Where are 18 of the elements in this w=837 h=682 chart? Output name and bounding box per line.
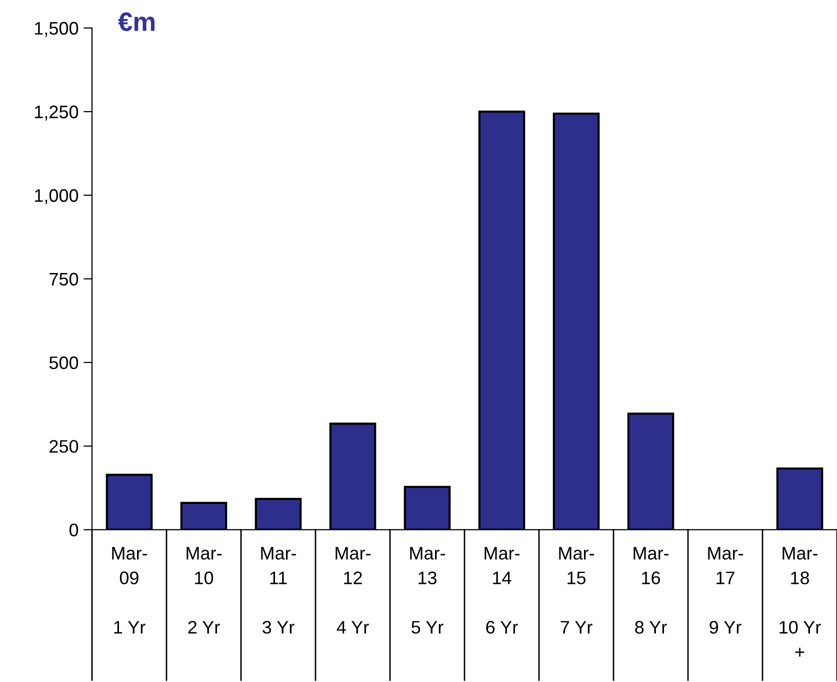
category-label: Mar- 10 2 Yr xyxy=(186,547,222,634)
category-label: Mar- 15 7 Yr xyxy=(559,547,594,634)
category-label: Mar- 12 4 Yr xyxy=(336,547,371,634)
category-label: Mar- 17 9 Yr xyxy=(708,547,744,634)
y-tick-label: 750 xyxy=(50,272,78,286)
category-label: Mar- 09 1 Yr xyxy=(112,547,148,634)
y-tick-label: 0 xyxy=(69,524,78,536)
category-label: Mar- 16 8 Yr xyxy=(634,547,669,634)
y-tick-label: 1,000 xyxy=(35,189,78,204)
y-tick-label: 1,250 xyxy=(35,106,78,120)
y-tick-label: 1,500 xyxy=(35,22,78,37)
category-label: Mar- 11 3 Yr xyxy=(261,547,296,634)
category-label: Mar- 13 5 Yr xyxy=(410,547,446,634)
category-label: Mar- 14 6 Yr xyxy=(484,547,520,634)
y-tick-label: 500 xyxy=(49,356,78,370)
y-tick-label: 250 xyxy=(50,440,78,453)
category-label: Mar- 18 10 Yr + xyxy=(780,547,821,657)
y-axis-title: €m xyxy=(118,12,155,32)
